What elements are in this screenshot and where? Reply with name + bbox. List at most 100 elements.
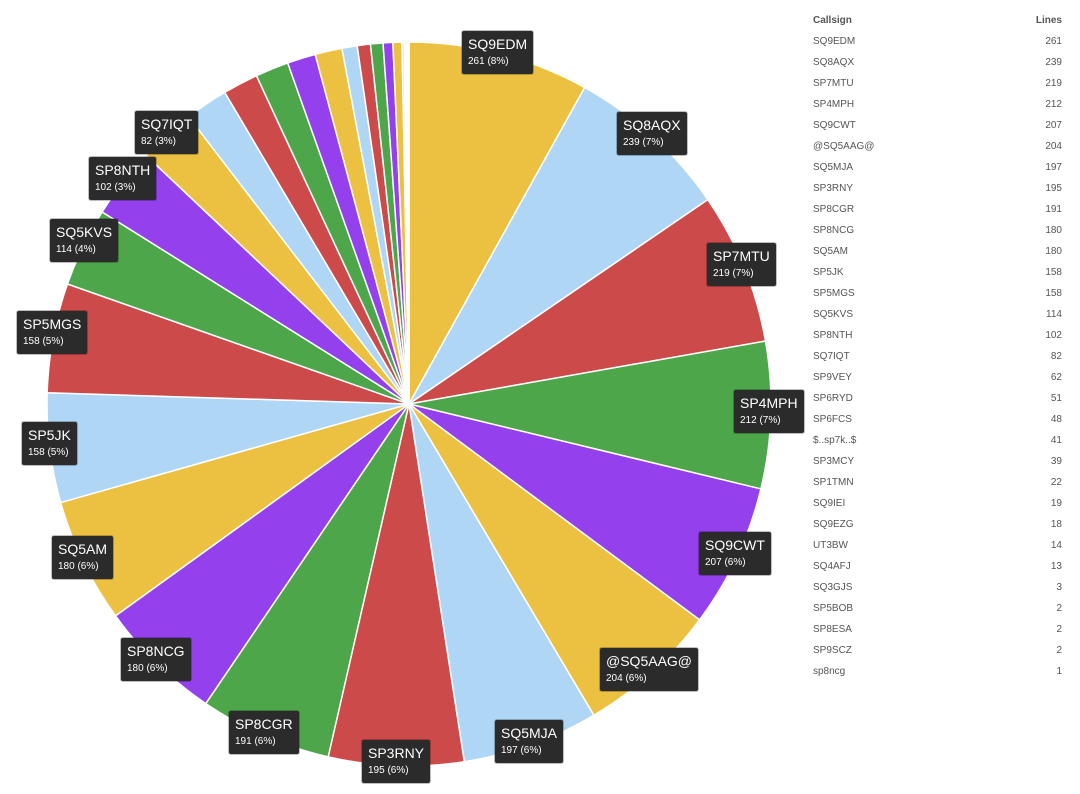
table-row: @SQ5AAG@ 204 — [813, 136, 1065, 157]
lines-cell: 62 — [1050, 372, 1062, 383]
lines-cell: 191 — [1045, 204, 1062, 215]
lines-cell: 197 — [1045, 162, 1062, 173]
slice-label-value: 82 (3%) — [141, 136, 177, 147]
slice-label-value: 195 (6%) — [368, 765, 409, 776]
callsign-cell: SP9VEY — [813, 372, 852, 383]
slice-label-value: 207 (6%) — [705, 557, 746, 568]
lines-cell: 48 — [1050, 414, 1062, 425]
lines-cell: 39 — [1050, 456, 1062, 467]
table-row: SP8NCG 180 — [813, 220, 1065, 241]
callsign-cell: SQ9EDM — [813, 36, 856, 47]
lines-cell: 207 — [1045, 120, 1062, 131]
lines-cell: 180 — [1045, 225, 1062, 236]
slice-label: SQ9EDM 261 (8%) — [462, 31, 534, 74]
callsign-cell: SQ9CWT — [813, 120, 856, 131]
slice-label-name: SP5JK — [28, 427, 71, 443]
slice-label: SP7MTU 219 (7%) — [707, 243, 776, 286]
slice-label-name: SQ5AM — [58, 541, 108, 557]
pie-chart — [46, 41, 772, 767]
table-row: $..sp7k..$ 41 — [813, 430, 1065, 451]
callsign-table: Callsign Lines SQ9EDM 261 SQ8AQX 239 SP7MTU 2… — [813, 9, 1065, 682]
slice-label-value: 180 (6%) — [58, 561, 99, 572]
callsign-cell: SP3MCY — [813, 456, 855, 467]
slice-label: SQ7IQT 82 (3%) — [135, 111, 199, 154]
table-row: SQ9EZG 18 — [813, 514, 1065, 535]
lines-cell: 19 — [1050, 498, 1062, 509]
slice-label: SQ9CWT 207 (6%) — [699, 532, 771, 575]
lines-cell: 114 — [1046, 309, 1062, 320]
table-row: SP9VEY 62 — [813, 367, 1065, 388]
table-row: SQ9IEI 19 — [813, 493, 1065, 514]
lines-cell: 239 — [1045, 57, 1062, 68]
lines-cell: 180 — [1045, 246, 1062, 257]
callsign-cell: SP6RYD — [813, 393, 853, 404]
table-row: SP3MCY 39 — [813, 451, 1065, 472]
callsign-cell: SQ5AM — [813, 246, 849, 257]
callsign-cell: SQ5MJA — [813, 162, 854, 173]
slice-label-name: SQ8AQX — [623, 117, 681, 133]
slice-label: SP8CGR 191 (6%) — [229, 711, 299, 754]
lines-cell: 2 — [1056, 624, 1062, 635]
table-row: SP8ESA 2 — [813, 619, 1065, 640]
slice-label-value: 102 (3%) — [95, 182, 136, 193]
callsign-cell: SP8ESA — [813, 624, 852, 635]
callsign-cell: SP9SCZ — [813, 645, 852, 656]
table-row: SQ7IQT 82 — [813, 346, 1065, 367]
slice-label: SQ5MJA 197 (6%) — [495, 720, 564, 763]
slice-label-value: 114 (4%) — [56, 244, 96, 255]
table-row: SP7MTU 219 — [813, 73, 1065, 94]
table-row: SQ5AM 180 — [813, 241, 1065, 262]
slice-label-value: 180 (6%) — [127, 663, 168, 674]
table-row: SQ5MJA 197 — [813, 157, 1065, 178]
table-row: SP3RNY 195 — [813, 178, 1065, 199]
callsign-cell: SQ8AQX — [813, 57, 855, 68]
callsign-cell: SQ9IEI — [813, 498, 846, 509]
slice-label: SQ5KVS 114 (4%) — [50, 219, 119, 262]
slice-label-name: SP4MPH — [740, 395, 798, 411]
lines-cell: 102 — [1045, 330, 1062, 341]
callsign-cell: sp8ncg — [813, 666, 846, 677]
slice-label-name: SP8NCG — [127, 643, 185, 659]
callsign-cell: SQ5KVS — [813, 309, 854, 320]
callsign-cell: SP8CGR — [813, 204, 855, 215]
slice-label-name: SQ5KVS — [56, 224, 113, 240]
slice-label-value: 261 (8%) — [468, 56, 509, 67]
slice-label-value: 239 (7%) — [623, 137, 664, 148]
slice-label-name: SP5MGS — [23, 316, 82, 332]
callsign-cell: SP1TMN — [813, 477, 854, 488]
slice-label-name: SQ9CWT — [705, 537, 765, 553]
lines-cell: 219 — [1045, 78, 1062, 89]
slice-label: SP8NCG 180 (6%) — [121, 638, 191, 681]
table-row: SP8NTH 102 — [813, 325, 1065, 346]
table-row: SP6FCS 48 — [813, 409, 1065, 430]
slice-label-name: SP3RNY — [368, 745, 425, 761]
lines-cell: 3 — [1056, 582, 1062, 593]
table-row: sp8ncg 1 — [813, 661, 1065, 682]
callsign-cell: SQ7IQT — [813, 351, 850, 362]
callsign-cell: SP3RNY — [813, 183, 854, 194]
pie-slice-sp8ncg[interactable] — [407, 41, 410, 405]
callsign-cell: SP5BOB — [813, 603, 854, 614]
table-row: SP5JK 158 — [813, 262, 1065, 283]
table-row: SP6RYD 51 — [813, 388, 1065, 409]
table-row: SP8CGR 191 — [813, 199, 1065, 220]
slice-label: SP3RNY 195 (6%) — [362, 740, 431, 783]
lines-cell: 1 — [1056, 666, 1062, 677]
slice-label-name: SP8CGR — [235, 716, 293, 732]
table-row: SP1TMN 22 — [813, 472, 1065, 493]
table-row: SP5BOB 2 — [813, 598, 1065, 619]
lines-cell: 18 — [1050, 519, 1062, 530]
lines-header: Lines — [1035, 14, 1062, 26]
callsign-cell: SP6FCS — [813, 414, 852, 425]
callsign-cell: $..sp7k..$ — [813, 435, 857, 446]
table-row: SP5MGS 158 — [813, 283, 1065, 304]
slice-label-value: 219 (7%) — [713, 268, 754, 279]
lines-cell: 158 — [1045, 267, 1062, 278]
slice-label: SP8NTH 102 (3%) — [89, 157, 157, 200]
callsign-cell: @SQ5AAG@ — [813, 141, 875, 152]
slice-label-name: SQ9EDM — [468, 36, 528, 52]
callsign-cell: SQ9EZG — [813, 519, 854, 530]
callsign-cell: SQ4AFJ — [813, 561, 851, 572]
table-row: SQ8AQX 239 — [813, 52, 1065, 73]
lines-cell: 13 — [1050, 561, 1062, 572]
